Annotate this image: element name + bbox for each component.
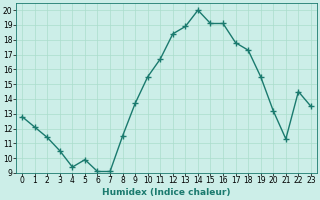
X-axis label: Humidex (Indice chaleur): Humidex (Indice chaleur) [102, 188, 231, 197]
